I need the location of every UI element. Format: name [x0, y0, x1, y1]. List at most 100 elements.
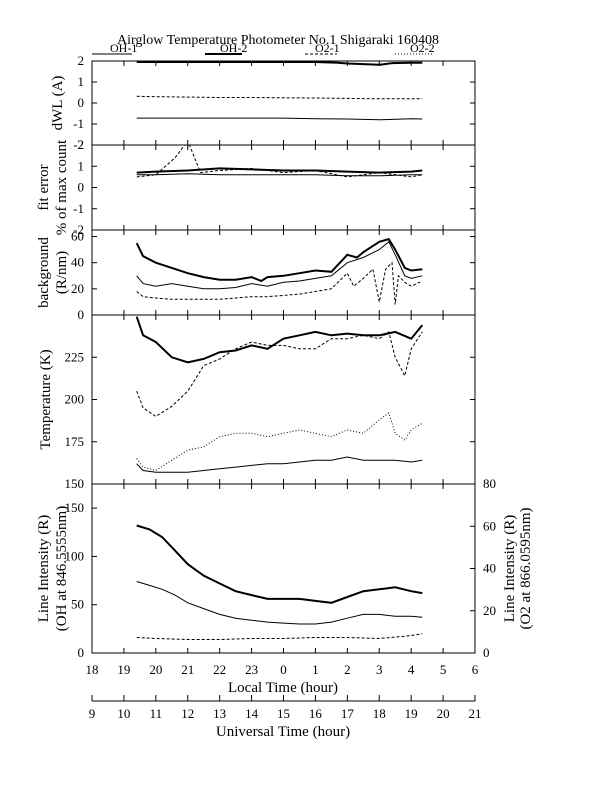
y-tick-label: 60 — [71, 229, 84, 244]
y-right-axis-label-2: (O2 at 866.0595nm) — [518, 507, 534, 629]
x-universal-tick-label: 13 — [213, 706, 226, 721]
series-fit-o2-1 — [136, 145, 423, 178]
y-axis-label: Temperature (K) — [38, 349, 54, 449]
y-axis-label-2: % of max count — [54, 139, 70, 235]
x-local-tick-label: 6 — [472, 662, 479, 677]
y-tick-label: -1 — [73, 116, 84, 131]
y-tick-label: 0 — [78, 180, 85, 195]
x-universal-tick-label: 17 — [341, 706, 355, 721]
x-universal-tick-label: 20 — [437, 706, 450, 721]
x-universal-tick-label: 15 — [277, 706, 290, 721]
series-fit-oh-2 — [136, 167, 423, 174]
series-dwl-o2-1 — [136, 95, 423, 100]
series-temp-oh-1 — [136, 456, 423, 473]
series-temp-oh-2 — [135, 316, 424, 364]
x-local-tick-label: 20 — [149, 662, 162, 677]
x-universal-tick-label: 18 — [373, 706, 386, 721]
x-local-tick-label: 4 — [408, 662, 415, 677]
y-axis-label-2: (R/nm) — [54, 251, 70, 294]
x-universal-tick-label: 10 — [117, 706, 130, 721]
x-local-tick-label: 22 — [213, 662, 226, 677]
series-temp-o2-2 — [136, 412, 423, 472]
y-tick-label: 150 — [65, 500, 85, 515]
x-local-tick-label: 23 — [245, 662, 258, 677]
y-right-tick-label: 20 — [483, 603, 496, 618]
series-bg-o2-1 — [136, 261, 423, 305]
y-right-tick-label: 40 — [483, 561, 496, 576]
y-tick-label: 40 — [71, 255, 84, 270]
x-local-tick-label: 2 — [344, 662, 351, 677]
y-tick-label: -2 — [73, 137, 84, 152]
x-local-tick-label: 21 — [181, 662, 194, 677]
series-int-oh-1 — [136, 581, 423, 625]
legend-label-oh-1: OH-1 — [110, 41, 137, 55]
panel-dwl: 2 1 0 -1 -2 dWL (A) — [50, 53, 476, 152]
y-tick-label: 20 — [71, 281, 84, 296]
y-tick-label: 225 — [65, 349, 85, 364]
y-tick-label: 1 — [78, 158, 85, 173]
series-fit-oh-1 — [136, 173, 423, 177]
x-universal-tick-label: 11 — [150, 706, 163, 721]
y-axis-label: background — [36, 237, 52, 308]
y-right-axis-label: Line Intensity (R) — [502, 515, 518, 622]
y-tick-label: -1 — [73, 201, 84, 216]
legend-label-o2-1: O2-1 — [315, 41, 340, 55]
legend-label-o2-2: O2-2 — [410, 41, 435, 55]
y-right-tick-label: 80 — [483, 476, 496, 491]
x-universal-tick-label: 14 — [245, 706, 259, 721]
panel-frame-temp — [91, 314, 476, 485]
x-local-tick-label: 1 — [312, 662, 319, 677]
series-int-o2-1 — [136, 633, 423, 640]
series-temp-o2-1 — [136, 331, 423, 417]
y-right-tick-label: 0 — [483, 645, 490, 660]
chart-title: Airglow Temperature Photometer No.1 Shig… — [117, 33, 439, 48]
panel-frame-bg — [91, 229, 476, 316]
x-local-tick-label: 3 — [376, 662, 383, 677]
y-tick-label: 2 — [78, 137, 85, 152]
x-universal-tick-label: 21 — [469, 706, 482, 721]
y-tick-label: 0 — [78, 645, 85, 660]
y-axis-label: Line Intensity (R) — [36, 515, 52, 622]
legend: OH-1 OH-2 O2-1 O2-2 — [92, 41, 435, 55]
series-bg-oh-1 — [136, 241, 423, 290]
y-tick-label: 1 — [78, 74, 85, 89]
x-local-tick-label: 19 — [117, 662, 130, 677]
x-local-tick-label: 18 — [86, 662, 99, 677]
panel-frame-dwl — [91, 60, 476, 146]
series-dwl-oh-1 — [136, 117, 423, 121]
x-universal-tick-label: 9 — [89, 706, 96, 721]
panel-frame-fit — [91, 144, 476, 231]
series-int-oh-2 — [136, 524, 423, 604]
y-axis-label: dWL (A) — [50, 76, 66, 131]
y-tick-label: 0 — [78, 95, 85, 110]
y-right-tick-label: 60 — [483, 518, 496, 533]
y-tick-label: 175 — [65, 434, 85, 449]
y-tick-label: 0 — [78, 307, 85, 322]
x-universal-axis-label: Universal Time (hour) — [216, 724, 350, 740]
x-universal-tick-label: 19 — [405, 706, 418, 721]
x-universal-tick-label: 16 — [309, 706, 323, 721]
series-bg-oh-2 — [135, 238, 423, 283]
series-dwl-oh-2 — [136, 61, 423, 66]
x-local-axis-label: Local Time (hour) — [228, 680, 338, 696]
y-tick-label: 200 — [65, 392, 85, 407]
x-local-tick-label: 5 — [440, 662, 447, 677]
panels: 2 1 0 -1 -2 dWL (A) 2 1 0 -1 -2 fit error% of max c… — [36, 53, 534, 660]
panel-bg: 60 40 20 0 background (R/nm) — [36, 229, 476, 322]
y-tick-label: -2 — [73, 222, 84, 237]
y-tick-label: 2 — [78, 53, 85, 68]
y-tick-label: 100 — [65, 548, 85, 563]
panel-fit: 2 1 0 -1 -2 fit error% of max count — [36, 137, 476, 237]
y-axis-label: fit error — [36, 164, 52, 210]
panel-temp: 225 200 175 150 Temperature (K) — [38, 314, 476, 491]
y-tick-label: 50 — [71, 597, 84, 612]
panel-frame-int — [91, 483, 476, 654]
y-tick-label: 150 — [65, 476, 85, 491]
legend-label-oh-2: OH-2 — [220, 41, 247, 55]
x-local-tick-label: 0 — [280, 662, 287, 677]
x-universal-tick-label: 12 — [181, 706, 194, 721]
